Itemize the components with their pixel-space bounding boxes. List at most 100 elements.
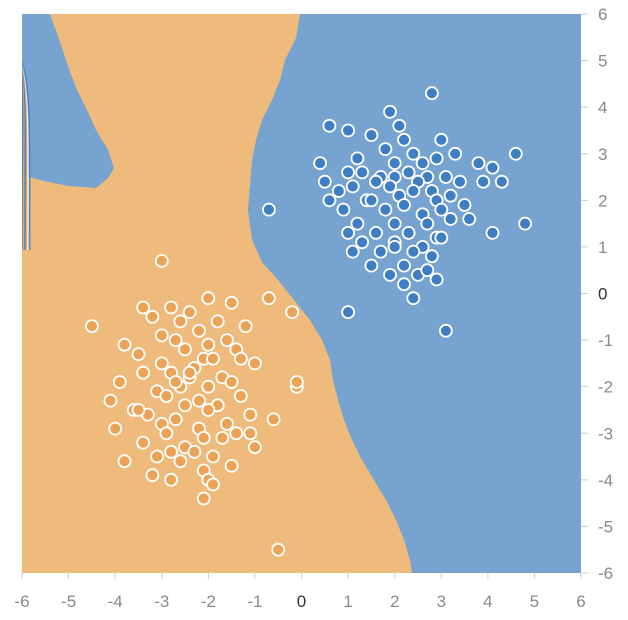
positive-point [350,151,365,166]
positive-point [443,188,458,203]
positive-point [401,165,416,180]
negative-point [85,319,99,334]
positive-point [350,216,365,231]
negative-point [220,416,234,431]
negative-point [154,356,169,371]
positive-point [355,235,370,250]
positive-point [341,225,356,240]
positive-point [424,249,439,264]
y-axis-ticks: 6 5 4 3 2 1 0 -1 -2 -3 -4 -5 -6 [581,5,613,583]
positive-point [341,305,356,320]
negative-point [182,365,197,380]
positive-point [364,128,379,143]
positive-point [387,156,402,171]
x-tick-label: -6 [14,592,29,611]
negative-point [247,356,262,371]
positive-point [443,212,458,226]
negative-point [145,309,160,324]
negative-point [238,319,253,334]
y-tick-label: 5 [598,52,607,71]
decision-regions [22,14,581,573]
negative-point [210,314,225,329]
positive-point [397,277,411,292]
negative-point [229,426,244,441]
negative-point [168,412,183,427]
positive-point [476,174,491,189]
negative-point [266,412,281,427]
positive-point [438,323,453,338]
negative-point [224,458,239,473]
negative-point [108,421,123,436]
x-tick-label: 2 [390,592,399,611]
x-tick-label: 4 [483,592,492,611]
negative-point [261,291,276,306]
positive-point [322,193,337,208]
positive-point [364,258,379,273]
positive-point [420,216,435,231]
positive-point [355,165,370,180]
positive-point [406,146,421,161]
negative-point [117,454,132,469]
negative-point [173,454,188,469]
y-tick-label: 4 [598,98,607,117]
x-tick-label: 5 [530,592,539,611]
positive-point [317,174,332,189]
positive-point [392,118,407,133]
negative-point [182,305,197,320]
negative-point [206,477,220,492]
positive-point [434,202,449,217]
positive-point [494,174,509,189]
negative-point [154,328,169,343]
negative-point [206,351,220,366]
y-tick-label: -1 [598,331,613,350]
positive-point [397,258,411,273]
positive-point [429,272,444,287]
negative-point [201,379,216,394]
negative-point [192,393,206,408]
positive-point [322,118,337,133]
y-tick-label: 3 [598,145,607,164]
negative-point [150,449,165,464]
positive-point [452,174,467,189]
negative-point [164,472,179,487]
negative-point [136,365,151,380]
negative-point [164,444,179,459]
negative-point [136,300,151,315]
positive-point [401,225,416,240]
negative-point [201,291,216,306]
positive-point [373,244,388,259]
x-tick-label: 1 [343,592,352,611]
negative-point [224,375,239,389]
negative-point [201,337,216,352]
positive-point [341,165,356,180]
negative-point [243,426,258,441]
negative-point [243,407,258,422]
y-tick-label: -4 [598,471,613,490]
x-tick-label: -1 [247,592,262,611]
positive-point [261,202,276,217]
negative-point [145,468,160,483]
negative-point [233,389,248,403]
positive-point [406,291,421,306]
positive-point [406,184,421,198]
positive-point [485,225,500,240]
y-tick-label: -3 [598,424,613,443]
negative-point [271,542,286,557]
x-tick-label: 0 [297,592,306,611]
negative-point [206,449,220,464]
positive-point [383,179,397,194]
x-tick-label: 6 [576,592,585,611]
negative-point [187,444,202,459]
negative-point [131,347,146,362]
positive-point [485,160,500,175]
negative-point [173,314,188,329]
data-points [85,86,532,557]
edge-lines [22,61,31,251]
y-tick-label: 6 [598,5,607,24]
negative-point [131,403,146,417]
x-tick-label: -4 [108,592,123,611]
positive-point [387,216,402,231]
negative-point [285,305,300,320]
y-tick-label: -6 [598,564,613,583]
positive-point [341,123,356,138]
